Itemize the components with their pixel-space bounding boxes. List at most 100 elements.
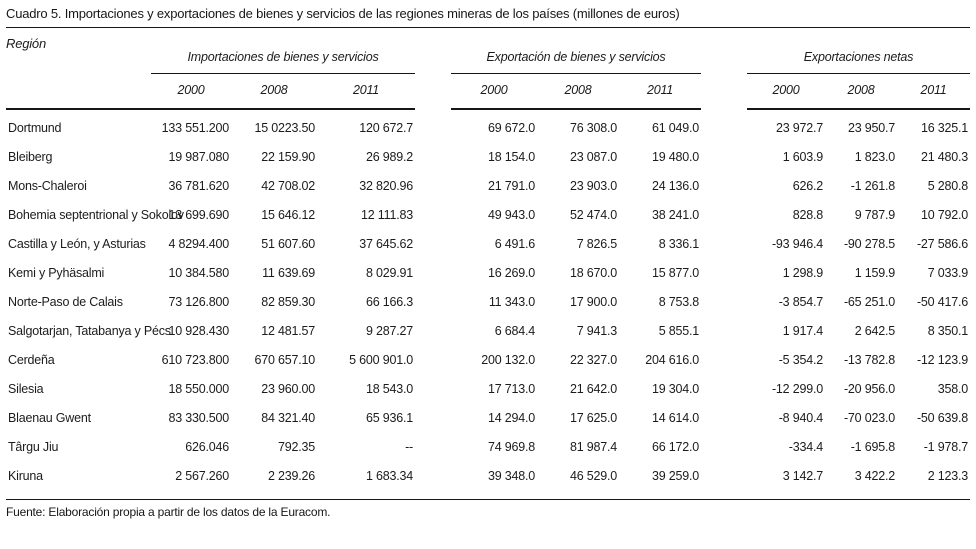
netas-2000-cell: 1 603.9 [782, 149, 824, 164]
importaciones-2008-cell: 792.35 [277, 439, 315, 454]
importaciones-2011-cell: 26 989.2 [365, 149, 413, 164]
netas-2011-cell: 2 123.3 [927, 468, 969, 483]
importaciones-2011-cell: 37 645.62 [359, 236, 413, 251]
exportaciones-2000-cell: 16 269.0 [487, 265, 535, 280]
exportaciones-2011-cell: 66 172.0 [651, 439, 699, 454]
netas-2000-cell: 626.2 [792, 178, 823, 193]
importaciones-2011-cell: 5 600 901.0 [349, 352, 413, 367]
exportaciones-2008-cell: 46 529.0 [569, 468, 617, 483]
year-header: 2008 [260, 83, 288, 97]
exportaciones-2000-cell: 18 154.0 [487, 149, 535, 164]
importaciones-2000-cell: 10 384.580 [168, 265, 229, 280]
netas-2011-cell: 10 792.0 [920, 207, 968, 222]
exportaciones-2008-cell: 7 826.5 [576, 236, 618, 251]
year-header: 2000 [177, 83, 205, 97]
region-cell: Salgotarjan, Tatabanya y Pécs [8, 323, 171, 338]
netas-2000-cell: 3 142.7 [782, 468, 824, 483]
importaciones-2011-cell: -- [405, 439, 413, 454]
table-row: Bleiberg 19 987.080 22 159.90 26 989.2 18 15… [6, 142, 970, 171]
importaciones-2011-cell: 32 820.96 [359, 178, 413, 193]
importaciones-2008-cell: 11 639.69 [262, 265, 315, 280]
footer-rule [6, 499, 970, 500]
year-header: 2000 [772, 83, 800, 97]
year-header: 2008 [564, 83, 592, 97]
importaciones-2000-cell: 610 723.800 [161, 352, 230, 367]
exportaciones-2008-cell: 18 670.0 [569, 265, 617, 280]
importaciones-2008-cell: 670 657.10 [254, 352, 315, 367]
group-underline [451, 73, 701, 74]
netas-2008-cell: -70 023.0 [843, 410, 895, 425]
netas-2008-cell: 1 159.9 [854, 265, 896, 280]
netas-2008-cell: 3 422.2 [854, 468, 896, 483]
group-underline [151, 73, 415, 74]
importaciones-2008-cell: 82 859.30 [261, 294, 315, 309]
importaciones-2000-cell: 2 567.260 [175, 468, 229, 483]
importaciones-2011-cell: 120 672.7 [359, 120, 413, 135]
netas-2008-cell: 2 642.5 [854, 323, 896, 338]
netas-2008-cell: -1 261.8 [850, 178, 895, 193]
region-cell: Cerdeña [8, 352, 55, 367]
importaciones-2000-cell: 133 551.200 [161, 120, 230, 135]
year-header: 2008 [847, 83, 875, 97]
importaciones-2011-cell: 18 543.0 [365, 381, 413, 396]
exportaciones-2008-cell: 22 327.0 [569, 352, 617, 367]
region-cell: Mons-Chaleroi [8, 178, 87, 193]
header-body-rule [6, 108, 970, 110]
table-row: Târgu Jiu 626.046 792.35 -- 74 969.8 81 987.4… [6, 432, 970, 461]
exportaciones-2008-cell: 23 087.0 [569, 149, 617, 164]
importaciones-2011-cell: 1 683.34 [365, 468, 413, 483]
table-row: Blaenau Gwent 83 330.500 84 321.40 65 936.1… [6, 403, 970, 432]
netas-2008-cell: 1 823.0 [854, 149, 896, 164]
region-cell: Blaenau Gwent [8, 410, 91, 425]
group-header-netas: Exportaciones netas [803, 50, 914, 64]
group-header-importaciones: Importaciones de bienes y servicios [187, 50, 379, 64]
importaciones-2008-cell: 15 646.12 [261, 207, 315, 222]
importaciones-2008-cell: 84 321.40 [261, 410, 315, 425]
exportaciones-2011-cell: 8 753.8 [658, 294, 700, 309]
exportaciones-2008-cell: 17 900.0 [569, 294, 617, 309]
netas-2008-cell: -90 278.5 [843, 236, 895, 251]
exportaciones-2011-cell: 5 855.1 [658, 323, 700, 338]
netas-2011-cell: -50 417.6 [916, 294, 968, 309]
region-cell: Bleiberg [8, 149, 53, 164]
importaciones-2000-cell: 4 8294.400 [168, 236, 229, 251]
region-cell: Târgu Jiu [8, 439, 59, 454]
exportaciones-2000-cell: 6 491.6 [494, 236, 536, 251]
netas-2000-cell: -334.4 [788, 439, 823, 454]
exportaciones-2008-cell: 21 642.0 [569, 381, 617, 396]
region-cell: Dortmund [8, 120, 62, 135]
importaciones-2000-cell: 13 699.690 [168, 207, 229, 222]
netas-2000-cell: 1 298.9 [782, 265, 824, 280]
importaciones-2011-cell: 66 166.3 [365, 294, 413, 309]
exportaciones-2011-cell: 8 336.1 [658, 236, 700, 251]
importaciones-2000-cell: 83 330.500 [168, 410, 229, 425]
rule-segment [6, 108, 415, 110]
netas-2008-cell: -13 782.8 [843, 352, 895, 367]
table-row: Norte-Paso de Calais 73 126.800 82 859.30 6… [6, 287, 970, 316]
year-header: 2000 [480, 83, 508, 97]
importaciones-2011-cell: 9 287.27 [365, 323, 413, 338]
exportaciones-2011-cell: 39 259.0 [651, 468, 699, 483]
importaciones-2008-cell: 51 607.60 [261, 236, 315, 251]
netas-2000-cell: 23 972.7 [775, 120, 823, 135]
region-cell: Kiruna [8, 468, 43, 483]
rule-segment [451, 108, 701, 110]
netas-2000-cell: -8 940.4 [778, 410, 823, 425]
year-header: 2011 [352, 83, 380, 97]
netas-2000-cell: -12 299.0 [771, 381, 823, 396]
exportaciones-2008-cell: 23 903.0 [569, 178, 617, 193]
exportaciones-2008-cell: 81 987.4 [569, 439, 617, 454]
exportaciones-2008-cell: 52 474.0 [569, 207, 617, 222]
netas-2008-cell: -65 251.0 [843, 294, 895, 309]
exportaciones-2008-cell: 7 941.3 [576, 323, 618, 338]
table-row: Salgotarjan, Tatabanya y Pécs 10 928.430 1… [6, 316, 970, 345]
netas-2011-cell: -27 586.6 [916, 236, 968, 251]
exportaciones-2011-cell: 24 136.0 [651, 178, 699, 193]
column-header-region: Región [6, 36, 46, 51]
netas-2000-cell: -3 854.7 [778, 294, 823, 309]
exportaciones-2000-cell: 6 684.4 [494, 323, 536, 338]
region-cell: Norte-Paso de Calais [8, 294, 123, 309]
exportaciones-2000-cell: 39 348.0 [487, 468, 535, 483]
table-title: Cuadro 5. Importaciones y exportaciones … [6, 6, 680, 21]
